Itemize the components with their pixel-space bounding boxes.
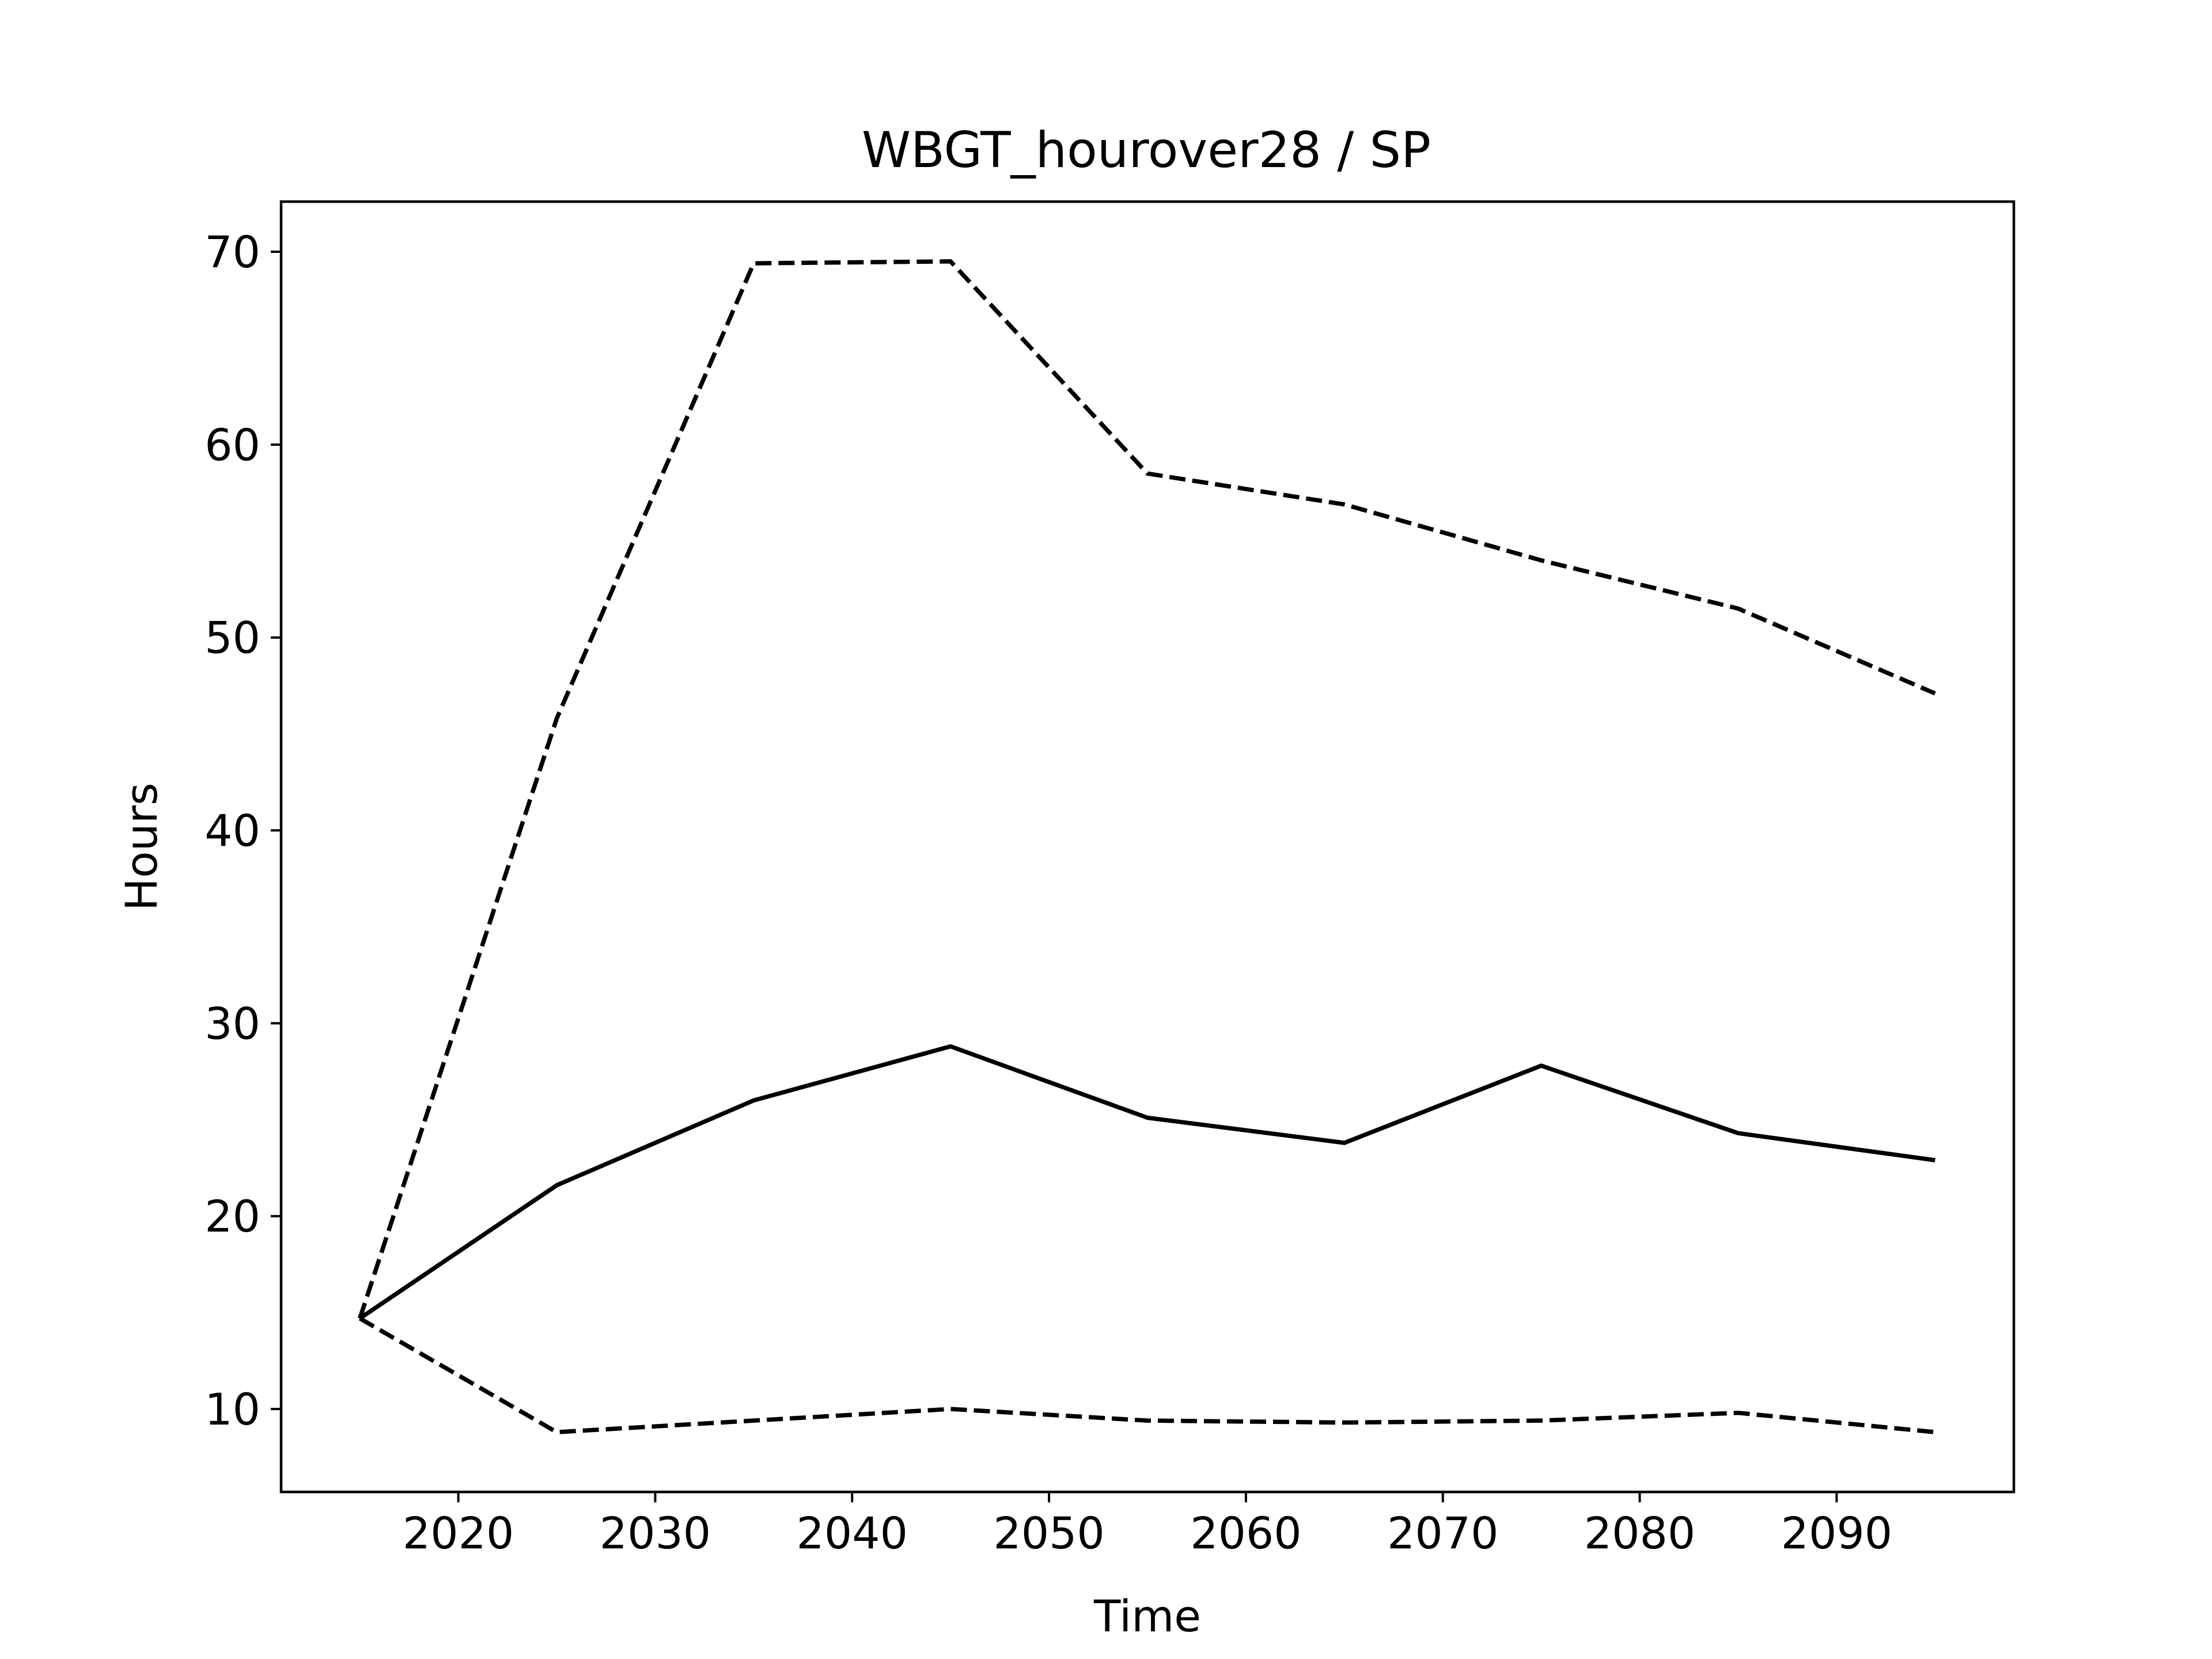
series-line-3 <box>358 1316 1936 1434</box>
plot-frame <box>279 200 2016 1494</box>
x-tick-label: 2070 <box>1387 1508 1498 1559</box>
x-tick-label: 2060 <box>1190 1508 1301 1559</box>
y-tick-label: 20 <box>204 1191 260 1242</box>
x-tick-label: 2050 <box>993 1508 1104 1559</box>
series-line-1 <box>358 1044 1936 1320</box>
x-axis-label: Time <box>1093 1590 1201 1642</box>
y-tick-label: 30 <box>204 998 260 1049</box>
series-layer <box>358 259 1936 1434</box>
x-tick-label: 2030 <box>600 1508 711 1559</box>
y-tick-label: 40 <box>204 805 260 857</box>
y-tick-label: 50 <box>204 612 260 664</box>
x-axis: 2020 2030 2040 2050 2060 2070 2080 2090 <box>403 1492 1892 1559</box>
y-tick-label: 60 <box>204 419 260 471</box>
x-tick-label: 2020 <box>403 1508 514 1559</box>
x-tick-label: 2080 <box>1584 1508 1695 1559</box>
series-line-2 <box>358 259 1936 1319</box>
y-tick-label: 10 <box>204 1384 260 1435</box>
y-tick-label: 70 <box>204 226 260 278</box>
chart-title: WBGT_hourover28 / SP <box>862 122 1431 179</box>
y-axis-label: Hours <box>116 783 167 911</box>
x-tick-label: 2040 <box>797 1508 908 1559</box>
y-axis: 10 20 30 40 50 60 70 <box>204 226 281 1435</box>
x-tick-label: 2090 <box>1781 1508 1892 1559</box>
